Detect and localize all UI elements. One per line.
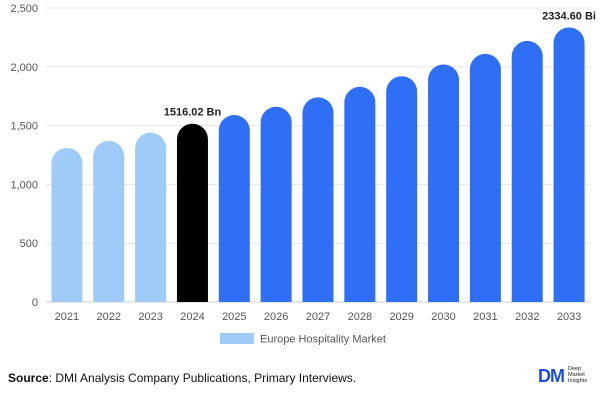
y-tick-label: 2,500 <box>10 3 38 15</box>
data-label: 2334.60 Bi <box>542 10 596 22</box>
x-tick-label: 2029 <box>389 311 413 323</box>
bar-2031 <box>469 53 501 302</box>
x-tick-label: 2027 <box>306 311 330 323</box>
y-tick-label: 1,500 <box>10 121 38 133</box>
legend-swatch <box>220 333 254 344</box>
logo-mark: DM <box>538 366 565 386</box>
bar-2022 <box>93 140 125 302</box>
y-tick-label: 1,000 <box>10 179 38 191</box>
bar-2029 <box>386 76 418 302</box>
y-tick-label: 2,000 <box>10 62 38 74</box>
x-tick-label: 2028 <box>348 311 372 323</box>
y-tick-label: 0 <box>32 297 38 309</box>
bar-2025 <box>218 115 250 302</box>
bar-2023 <box>135 132 167 302</box>
x-tick-label: 2024 <box>180 311 204 323</box>
bar-2032 <box>511 40 543 302</box>
source-label: Source <box>8 371 49 385</box>
y-tick-label: 500 <box>20 238 38 250</box>
logo-line-3: Insights <box>568 378 587 384</box>
logo-line-2: Market <box>568 372 585 378</box>
bar-2030 <box>428 64 460 302</box>
source-footer: Source: DMI Analysis Company Publication… <box>8 371 356 385</box>
data-label: 1516.02 Bn <box>164 107 222 119</box>
logo-text: Deep Market Insights <box>568 366 587 384</box>
x-tick-label: 2023 <box>138 311 162 323</box>
x-tick-label: 2025 <box>222 311 246 323</box>
bar-2033 <box>553 27 585 302</box>
bar-chart: 0 500 1,000 1,500 2,000 2,500 2021 2022 2023 2024… <box>10 3 596 346</box>
x-tick-label: 2031 <box>473 311 497 323</box>
bar-2024 <box>176 123 208 303</box>
x-tick-label: 2021 <box>55 311 79 323</box>
logo-line-1: Deep <box>568 366 582 372</box>
bar-2021 <box>51 147 83 302</box>
x-tick-label: 2033 <box>557 311 581 323</box>
x-tick-label: 2026 <box>264 311 288 323</box>
bar-2028 <box>344 86 376 302</box>
company-logo: DM Deep Market Insights <box>538 364 598 392</box>
x-tick-label: 2032 <box>515 311 539 323</box>
source-text: : DMI Analysis Company Publications, Pri… <box>48 371 357 385</box>
x-tick-label: 2030 <box>431 311 455 323</box>
legend-label: Europe Hospitality Market <box>260 334 386 346</box>
bar-2027 <box>302 97 334 302</box>
bar-2026 <box>260 106 292 302</box>
x-tick-label: 2022 <box>97 311 121 323</box>
